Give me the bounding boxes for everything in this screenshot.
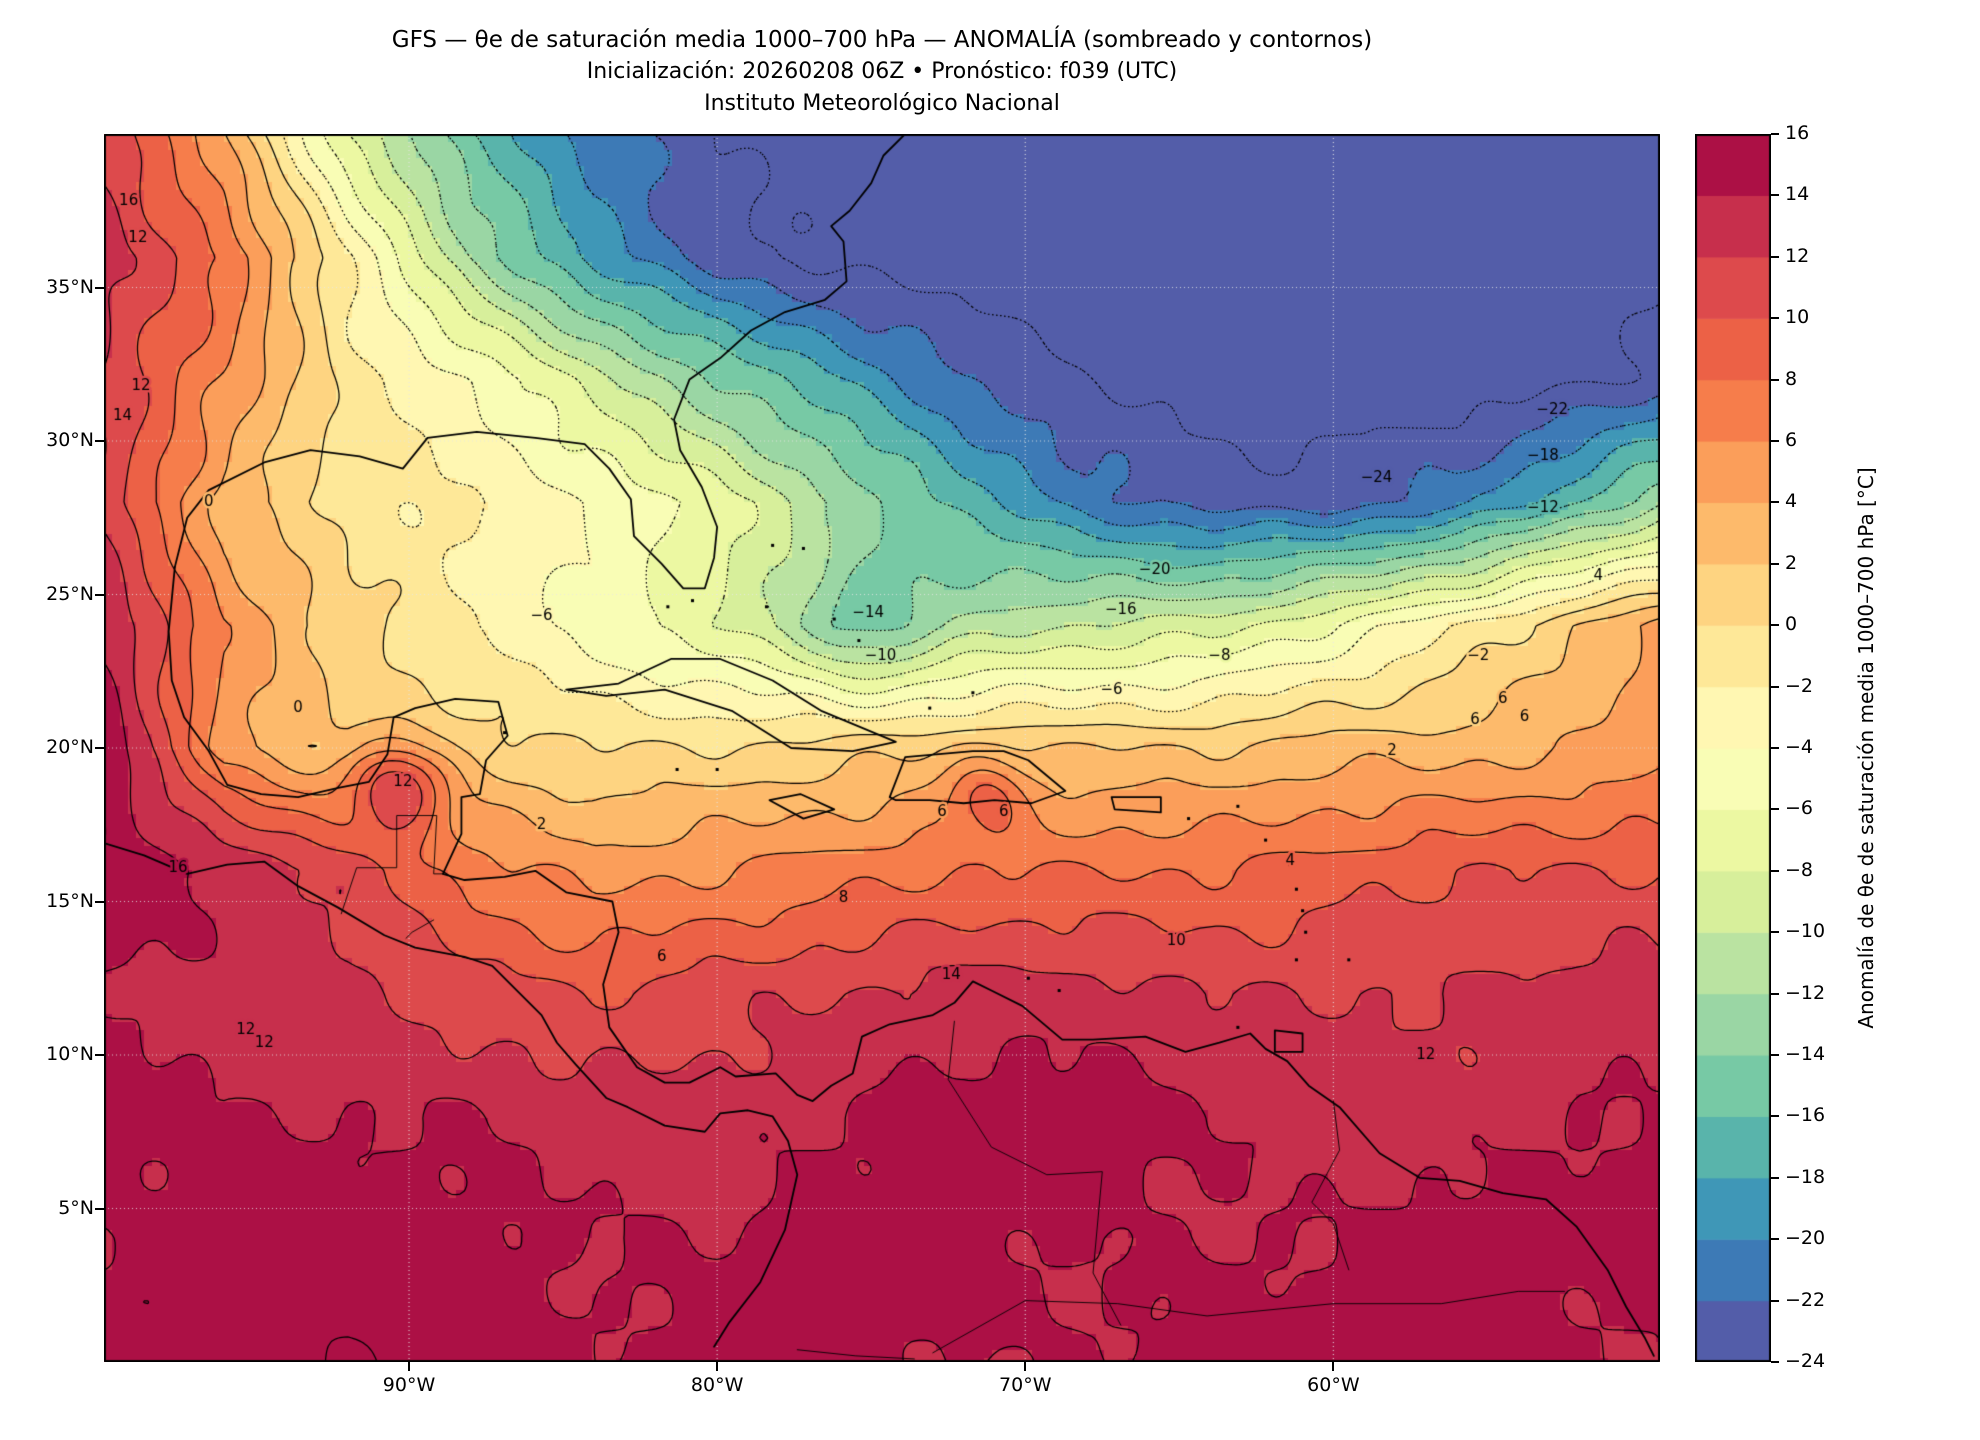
colorbar-tick-label: 4 (1785, 490, 1798, 513)
colorbar-tick (1771, 1054, 1779, 1056)
lon-tick-label: 70°W (999, 1374, 1052, 1396)
chart-subtitle-init-forecast: Inicialización: 20260208 06Z • Pronóstic… (586, 59, 1178, 84)
lon-tick-label: 90°W (382, 1374, 436, 1396)
colorbar-tick-label: −10 (1785, 920, 1826, 943)
lat-tick-label: 15°N (46, 889, 94, 912)
colorbar-tick-label: 16 (1785, 122, 1810, 144)
colorbar-tick-label: 8 (1785, 367, 1798, 390)
colorbar-tick-label: 0 (1785, 613, 1798, 636)
colorbar-tick (1771, 1361, 1779, 1363)
lat-tick-label: 30°N (46, 429, 94, 451)
colorbar-tick-label: −16 (1785, 1104, 1826, 1127)
lon-tick-label: 60°W (1307, 1374, 1360, 1396)
colorbar-tick-label: 10 (1785, 306, 1810, 329)
lat-tick-label: 35°N (46, 275, 94, 298)
colorbar-tick (1771, 1115, 1779, 1118)
map-plot-area (104, 134, 1660, 1362)
colorbar-tick (1771, 1238, 1779, 1241)
colorbar-tick-label: 14 (1785, 183, 1810, 206)
colorbar-tick (1771, 440, 1779, 442)
colorbar-tick (1771, 255, 1779, 258)
colorbar-tick (1771, 931, 1779, 934)
colorbar-tick-label: −12 (1785, 981, 1826, 1004)
y-axis-tick (95, 286, 104, 289)
colorbar-tick-label: −24 (1785, 1350, 1826, 1372)
chart-title: GFS — θe de saturación media 1000–700 hP… (391, 27, 1373, 53)
colorbar-tick-label: −20 (1785, 1227, 1826, 1250)
colorbar-canvas (1695, 134, 1771, 1362)
colorbar-tick (1771, 685, 1779, 688)
anomaly-map-canvas (104, 134, 1660, 1362)
colorbar-tick-label: 6 (1785, 429, 1798, 451)
colorbar-tick (1771, 1299, 1779, 1302)
title-block: GFS — θe de saturación media 1000–700 hP… (104, 24, 1660, 120)
y-axis-tick (95, 593, 104, 596)
colorbar-tick-label: −22 (1785, 1288, 1826, 1311)
y-axis-tick (95, 900, 104, 903)
colorbar-tick (1771, 869, 1779, 872)
colorbar-tick-label: −18 (1785, 1165, 1826, 1188)
colorbar-tick (1771, 562, 1779, 565)
y-axis-tick (95, 1207, 104, 1210)
x-axis-tick (1024, 1362, 1027, 1371)
colorbar-tick (1771, 378, 1779, 381)
y-axis-tick (95, 747, 104, 749)
lat-tick-label: 10°N (46, 1043, 94, 1065)
colorbar-tick (1771, 133, 1779, 135)
colorbar-tick-label: −8 (1785, 858, 1814, 881)
colorbar-tick-label: 2 (1785, 551, 1798, 574)
lat-tick-label: 5°N (58, 1196, 94, 1219)
colorbar-tick (1771, 747, 1779, 749)
colorbar-label: Anomalía de θe de saturación media 1000–… (1854, 467, 1878, 1029)
colorbar (1695, 134, 1771, 1362)
colorbar-tick (1771, 317, 1779, 320)
colorbar-tick (1771, 808, 1779, 811)
colorbar-tick-label: −2 (1785, 674, 1814, 697)
lon-tick-label: 80°W (690, 1374, 744, 1396)
y-axis-tick (95, 1054, 104, 1056)
x-axis-tick (1332, 1362, 1335, 1371)
x-axis-tick (716, 1362, 719, 1371)
colorbar-tick (1771, 501, 1779, 504)
colorbar-tick (1771, 624, 1779, 627)
chart-institution: Instituto Meteorológico Nacional (704, 91, 1060, 116)
colorbar-tick-label: −14 (1785, 1043, 1826, 1065)
y-axis-tick (95, 440, 104, 442)
colorbar-tick-label: 12 (1785, 244, 1810, 267)
x-axis-tick (408, 1362, 411, 1371)
colorbar-tick (1771, 992, 1779, 995)
lat-tick-label: 20°N (46, 736, 94, 758)
colorbar-tick (1771, 194, 1779, 197)
colorbar-tick-label: −6 (1785, 797, 1814, 820)
colorbar-tick-label: −4 (1785, 736, 1814, 758)
colorbar-tick (1771, 1176, 1779, 1179)
lat-tick-label: 25°N (46, 582, 94, 605)
